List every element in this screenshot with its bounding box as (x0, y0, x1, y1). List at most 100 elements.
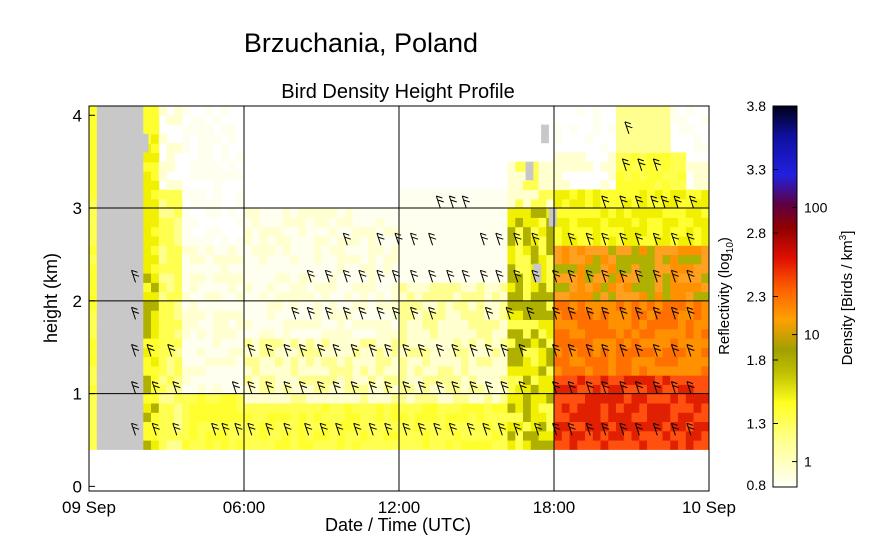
heatmap-cell (515, 254, 524, 265)
heatmap-cell (158, 106, 168, 116)
heatmap-cell (344, 430, 354, 441)
heatmap-cell (135, 115, 144, 126)
x-tick-label: 18:00 (533, 498, 576, 517)
heatmap-cell (453, 217, 462, 228)
wind-barb (428, 306, 437, 320)
heatmap-cell (321, 347, 330, 358)
heatmap-cell (484, 263, 493, 274)
heatmap-cell (220, 235, 230, 246)
heatmap-cell (701, 217, 709, 228)
wind-barb (247, 381, 256, 394)
heatmap-cell (329, 393, 338, 404)
wind-barb (567, 344, 576, 357)
heatmap-cell (561, 412, 571, 422)
heatmap-cell (143, 365, 152, 376)
heatmap-cell (259, 300, 268, 311)
heatmap-cell (406, 235, 416, 246)
heatmap-cell (414, 254, 423, 265)
wind-barb (484, 381, 494, 394)
heatmap-cell (554, 235, 563, 246)
heatmap-cell (89, 152, 98, 163)
heatmap-cell (476, 356, 485, 367)
heatmap-cell (561, 161, 571, 172)
heatmap-cell (244, 254, 253, 265)
heatmap-cell (468, 254, 477, 265)
heatmap-cell (639, 254, 648, 265)
heatmap-cell (608, 245, 617, 256)
heatmap-cell (135, 291, 144, 302)
heatmap-cell (647, 208, 656, 218)
heatmap-cell (205, 208, 214, 218)
heatmap-cell (205, 384, 214, 395)
heatmap-cell (244, 337, 253, 348)
heatmap-cell (290, 254, 299, 265)
heatmap-cell (112, 245, 121, 256)
heatmap-cell (701, 291, 709, 302)
heatmap-cell (112, 440, 121, 450)
heatmap-cell (569, 319, 578, 330)
wind-barb (673, 195, 682, 209)
wind-barb (585, 232, 594, 246)
heatmap-cell (515, 384, 524, 395)
heatmap-cell (143, 328, 152, 339)
heatmap-cell (654, 263, 664, 274)
heatmap-cell (158, 198, 168, 209)
heatmap-cell (608, 440, 617, 450)
heatmap-cell (391, 365, 400, 376)
heatmap-cell (313, 319, 323, 330)
heatmap-cell (104, 208, 113, 218)
heatmap-cell (143, 180, 152, 191)
heatmap-cell (267, 337, 276, 348)
heatmap-cell (546, 291, 555, 302)
heatmap-cell (654, 152, 664, 163)
heatmap-cell (693, 143, 702, 153)
heatmap-cell (577, 217, 586, 228)
heatmap-cell (468, 273, 477, 283)
heatmap-cell (647, 291, 656, 302)
heatmap-cell (592, 115, 602, 126)
heatmap-cell (701, 273, 709, 283)
heatmap-cell (585, 245, 594, 256)
heatmap-cell (360, 291, 369, 302)
heatmap-cell (639, 282, 648, 293)
heatmap-cell (120, 152, 129, 163)
heatmap-cell (476, 347, 485, 358)
heatmap-cell (461, 402, 470, 413)
heatmap-cell (492, 226, 501, 237)
heatmap-cell (685, 412, 695, 422)
heatmap-cell (228, 402, 237, 413)
heatmap-cell (592, 356, 602, 367)
wind-barb (410, 306, 419, 320)
heatmap-cell (236, 319, 245, 330)
heatmap-cell (120, 347, 129, 358)
heatmap-cell (182, 263, 191, 274)
heatmap-cell (639, 124, 648, 135)
heatmap-cell (251, 393, 261, 404)
wind-barb (686, 344, 695, 357)
heatmap-cell (530, 365, 540, 376)
heatmap-cell (685, 226, 695, 237)
heatmap-cell (654, 208, 664, 218)
heatmap-cell (538, 189, 547, 200)
heatmap-cell (685, 393, 695, 404)
wind-barb (451, 344, 460, 357)
heatmap-cell (678, 356, 687, 367)
heatmap-cell (662, 208, 671, 218)
heatmap-cell (360, 375, 369, 385)
heatmap-cell (623, 356, 633, 367)
heatmap-cell (546, 198, 555, 209)
heatmap-cell (569, 421, 578, 432)
heatmap-cell (592, 291, 602, 302)
heatmap-cell (236, 282, 245, 293)
heatmap-cell (158, 254, 168, 265)
heatmap-cell (670, 226, 679, 237)
heatmap-cell (383, 245, 392, 256)
heatmap-cell (375, 412, 385, 422)
heatmap-cell (383, 412, 392, 422)
heatmap-cell (290, 421, 299, 432)
heatmap-cell (158, 245, 168, 256)
wind-barb (265, 422, 274, 436)
heatmap-cell (546, 189, 555, 200)
heatmap-cell (538, 337, 547, 348)
